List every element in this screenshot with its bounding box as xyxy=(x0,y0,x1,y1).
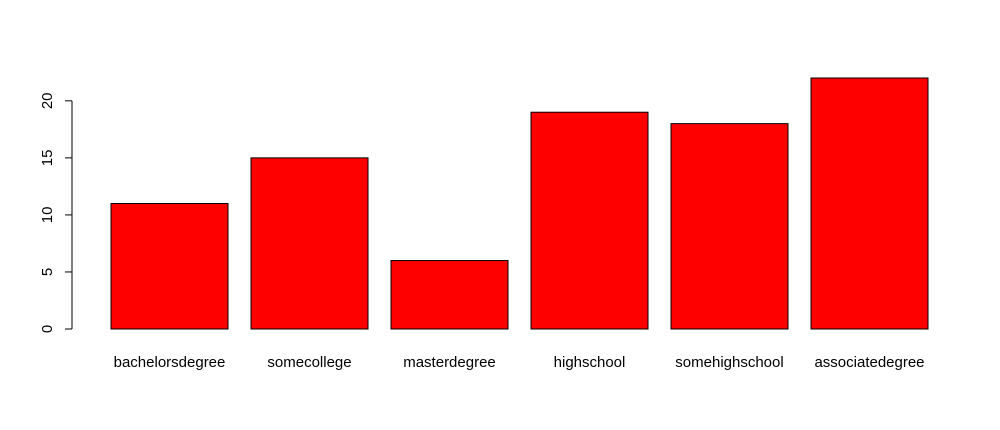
bars xyxy=(110,77,929,330)
y-tick-label: 0 xyxy=(39,325,56,333)
y-axis: 0 5 10 15 20 xyxy=(39,92,73,333)
bar-masterdegree xyxy=(390,260,509,330)
category-label: associatedegree xyxy=(814,354,924,371)
bar-somecollege xyxy=(250,157,369,330)
bar-bachelorsdegree xyxy=(110,203,229,330)
category-label: highschool xyxy=(554,354,626,371)
category-label: masterdegree xyxy=(403,354,496,371)
bar-somehighschool xyxy=(670,123,789,330)
bar-associatedegree xyxy=(810,77,929,330)
y-tick-label: 10 xyxy=(39,207,56,224)
bar-highschool xyxy=(530,111,649,330)
category-label: bachelorsdegree xyxy=(114,354,226,371)
category-label: somehighschool xyxy=(675,354,783,371)
x-axis-labels: bachelorsdegree somecollege masterdegree hi… xyxy=(114,354,925,371)
y-tick-label: 20 xyxy=(39,92,56,109)
category-label: somecollege xyxy=(267,354,351,371)
y-tick-label: 15 xyxy=(39,150,56,167)
y-tick-label: 5 xyxy=(39,268,56,276)
